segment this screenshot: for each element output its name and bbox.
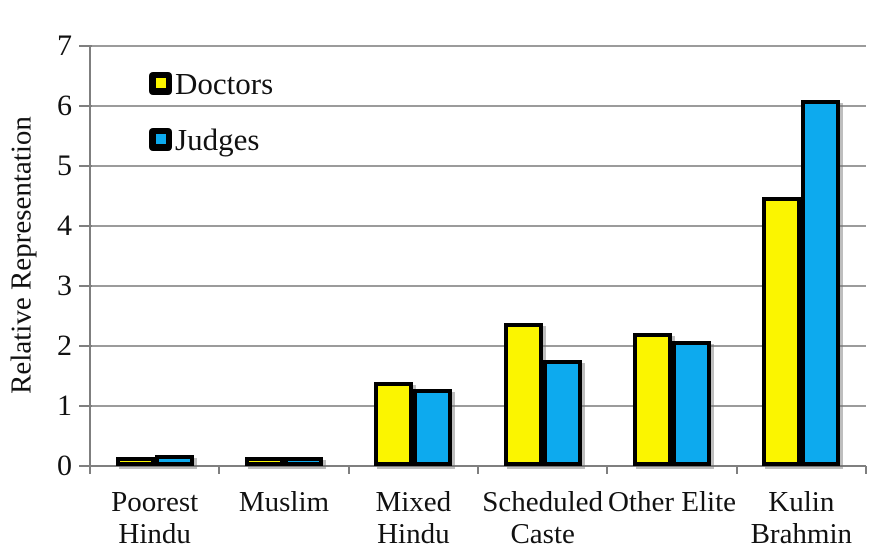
- judges-color-swatch: [155, 134, 166, 144]
- y-axis-line: [89, 46, 91, 474]
- x-category-label-3: Scheduled Caste: [482, 486, 604, 551]
- doctors-legend-marker-icon: [149, 71, 172, 95]
- x-category-label-5: Kulin Brahmin: [750, 486, 853, 551]
- legend-item-judges: Judges: [149, 122, 273, 156]
- x-category-label-0: Poorest Hindu: [111, 486, 199, 551]
- y-axis-tick-0: [79, 465, 92, 467]
- bar-doctors-1: [245, 457, 284, 466]
- gridline-6: [90, 105, 866, 107]
- x-axis-tick-4: [606, 466, 609, 474]
- x-axis-tick-5: [735, 466, 738, 474]
- gridline-3: [90, 285, 866, 287]
- x-axis-tick-2: [347, 466, 350, 474]
- judges-legend-marker-icon: [149, 127, 172, 151]
- x-axis-tick-1: [218, 466, 221, 474]
- x-axis-tick-6: [865, 466, 867, 474]
- bar-judges-1: [284, 457, 323, 466]
- doctors-color-swatch: [155, 78, 166, 88]
- gridline-7: [90, 45, 866, 47]
- gridline-4: [90, 225, 866, 227]
- y-tick-label-1: 1: [57, 389, 72, 422]
- gridline-1: [90, 405, 866, 407]
- bar-doctors-0: [115, 457, 155, 466]
- x-axis-tick-3: [477, 466, 479, 474]
- legend-label-judges: Judges: [175, 121, 260, 157]
- bar-judges-5: [801, 100, 841, 466]
- y-axis-tick-1: [79, 405, 92, 407]
- y-tick-label-4: 4: [57, 209, 72, 242]
- x-category-label-1: Muslim: [238, 486, 330, 518]
- y-axis-tick-3: [79, 285, 92, 287]
- bar-doctors-2: [374, 382, 414, 466]
- gridline-5: [90, 165, 866, 167]
- y-tick-label-3: 3: [57, 269, 72, 302]
- legend-label-doctors: Doctors: [175, 65, 274, 101]
- y-axis-tick-7: [79, 45, 92, 47]
- bar-judges-2: [413, 389, 453, 466]
- x-category-label-2: Mixed Hindu: [375, 486, 452, 551]
- bar-doctors-4: [633, 332, 672, 466]
- bar-judges-0: [154, 455, 194, 466]
- bar-judges-3: [542, 359, 582, 466]
- y-axis-tick-5: [79, 165, 92, 167]
- y-tick-label-6: 6: [57, 89, 72, 122]
- bar-doctors-5: [762, 197, 802, 466]
- y-axis-tick-4: [79, 225, 92, 227]
- y-axis-tick-6: [79, 105, 92, 107]
- y-tick-label-2: 2: [57, 329, 72, 362]
- legend: Doctors Judges: [149, 66, 273, 178]
- y-tick-label-7: 7: [57, 29, 72, 62]
- x-category-label-4: Other Elite: [607, 486, 737, 518]
- y-tick-label-5: 5: [57, 149, 72, 182]
- y-axis-tick-2: [79, 345, 92, 347]
- legend-item-doctors: Doctors: [149, 66, 273, 100]
- gridline-2: [90, 345, 866, 347]
- bar-doctors-3: [503, 323, 543, 466]
- bar-judges-4: [672, 341, 711, 466]
- y-tick-label-0: 0: [57, 449, 72, 482]
